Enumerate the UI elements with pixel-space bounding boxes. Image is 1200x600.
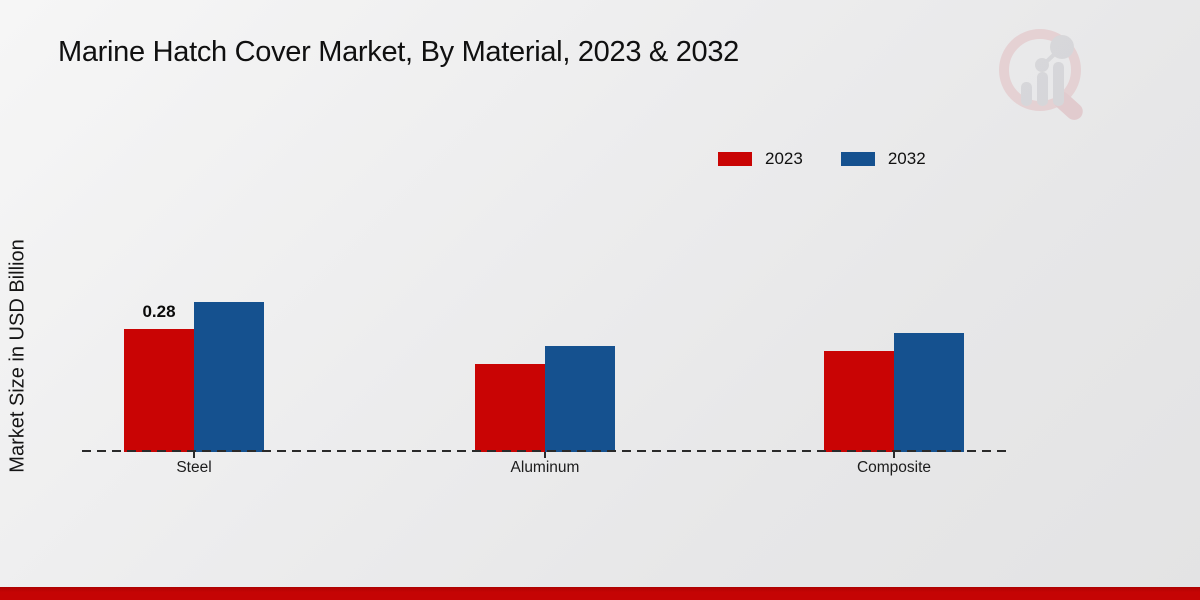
legend-swatch-2032	[840, 152, 875, 166]
bar-aluminum-2023	[475, 364, 545, 452]
chart-legend: 2023 2032	[718, 149, 926, 169]
chart-title: Marine Hatch Cover Market, By Material, …	[58, 36, 740, 68]
x-axis-line	[82, 450, 1007, 452]
legend-label-2032: 2032	[887, 149, 926, 168]
legend-item-2032: 2032	[840, 149, 926, 169]
bar-composite-2023	[824, 351, 894, 452]
bar-composite-2032	[894, 333, 964, 452]
x-label-steel: Steel	[176, 459, 212, 476]
legend-item-2023: 2023	[718, 149, 803, 169]
footer-band	[0, 587, 1200, 600]
x-label-composite: Composite	[856, 459, 932, 476]
x-tick-steel	[193, 452, 195, 458]
legend-swatch-2023	[718, 152, 752, 166]
magnifier-bar-chart-logo-icon	[995, 26, 1095, 131]
bar-aluminum-2032	[545, 346, 615, 452]
bar-steel-2032	[194, 302, 264, 452]
bar-value-label-steel-2023: 0.28	[142, 302, 176, 321]
bar-steel-2023	[124, 329, 194, 452]
legend-label-2023: 2023	[765, 149, 803, 168]
x-tick-aluminum	[544, 452, 546, 458]
x-tick-composite	[893, 452, 895, 458]
x-label-aluminum: Aluminum	[510, 459, 580, 476]
